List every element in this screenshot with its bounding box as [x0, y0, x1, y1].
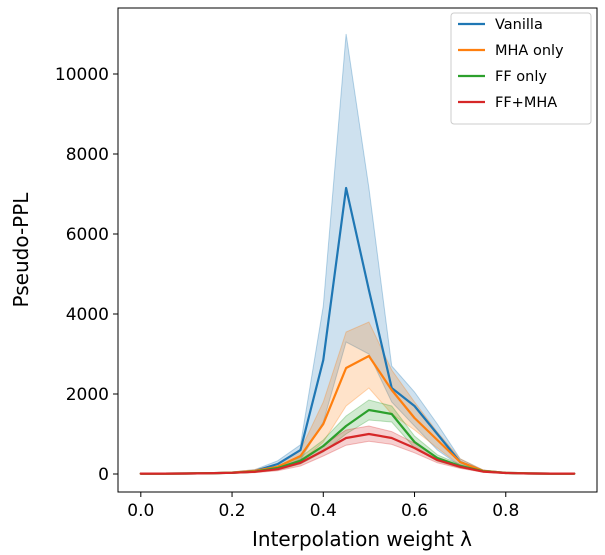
legend-label: FF only: [495, 69, 547, 85]
y-tick-label: 2000: [66, 385, 109, 405]
x-tick-label: 0.0: [127, 501, 154, 521]
legend-label: FF+MHA: [495, 95, 557, 111]
x-axis-label: Interpolation weight λ: [252, 527, 472, 551]
band-mha-only: [140, 321, 575, 475]
y-tick-label: 6000: [66, 225, 109, 245]
y-tick-label: 0: [98, 465, 109, 485]
band-ff-mha: [140, 425, 575, 475]
series-lines: [139, 186, 576, 475]
x-tick-label: 0.6: [401, 501, 428, 521]
x-tick-label: 0.4: [310, 501, 337, 521]
y-axis-label: Pseudo-PPL: [9, 192, 33, 308]
y-tick-label: 8000: [66, 145, 109, 165]
legend-box: [450, 12, 592, 125]
x-tick-label: 0.2: [219, 501, 246, 521]
plot-frame: [117, 7, 598, 493]
legend-label: Vanilla: [495, 17, 543, 33]
legend: Vanilla MHA only FF only FF+MHA: [450, 12, 592, 125]
y-tick-label: 4000: [66, 305, 109, 325]
x-tick-label: 0.8: [492, 501, 519, 521]
legend-label: MHA only: [495, 43, 564, 59]
y-axis-ticks: 0 2000 4000 6000 8000 10000: [55, 65, 118, 485]
series-line-ff-mha: [139, 432, 576, 475]
x-axis-ticks: 0.0 0.2 0.4 0.6 0.8: [127, 492, 519, 521]
y-tick-label: 10000: [55, 65, 109, 85]
